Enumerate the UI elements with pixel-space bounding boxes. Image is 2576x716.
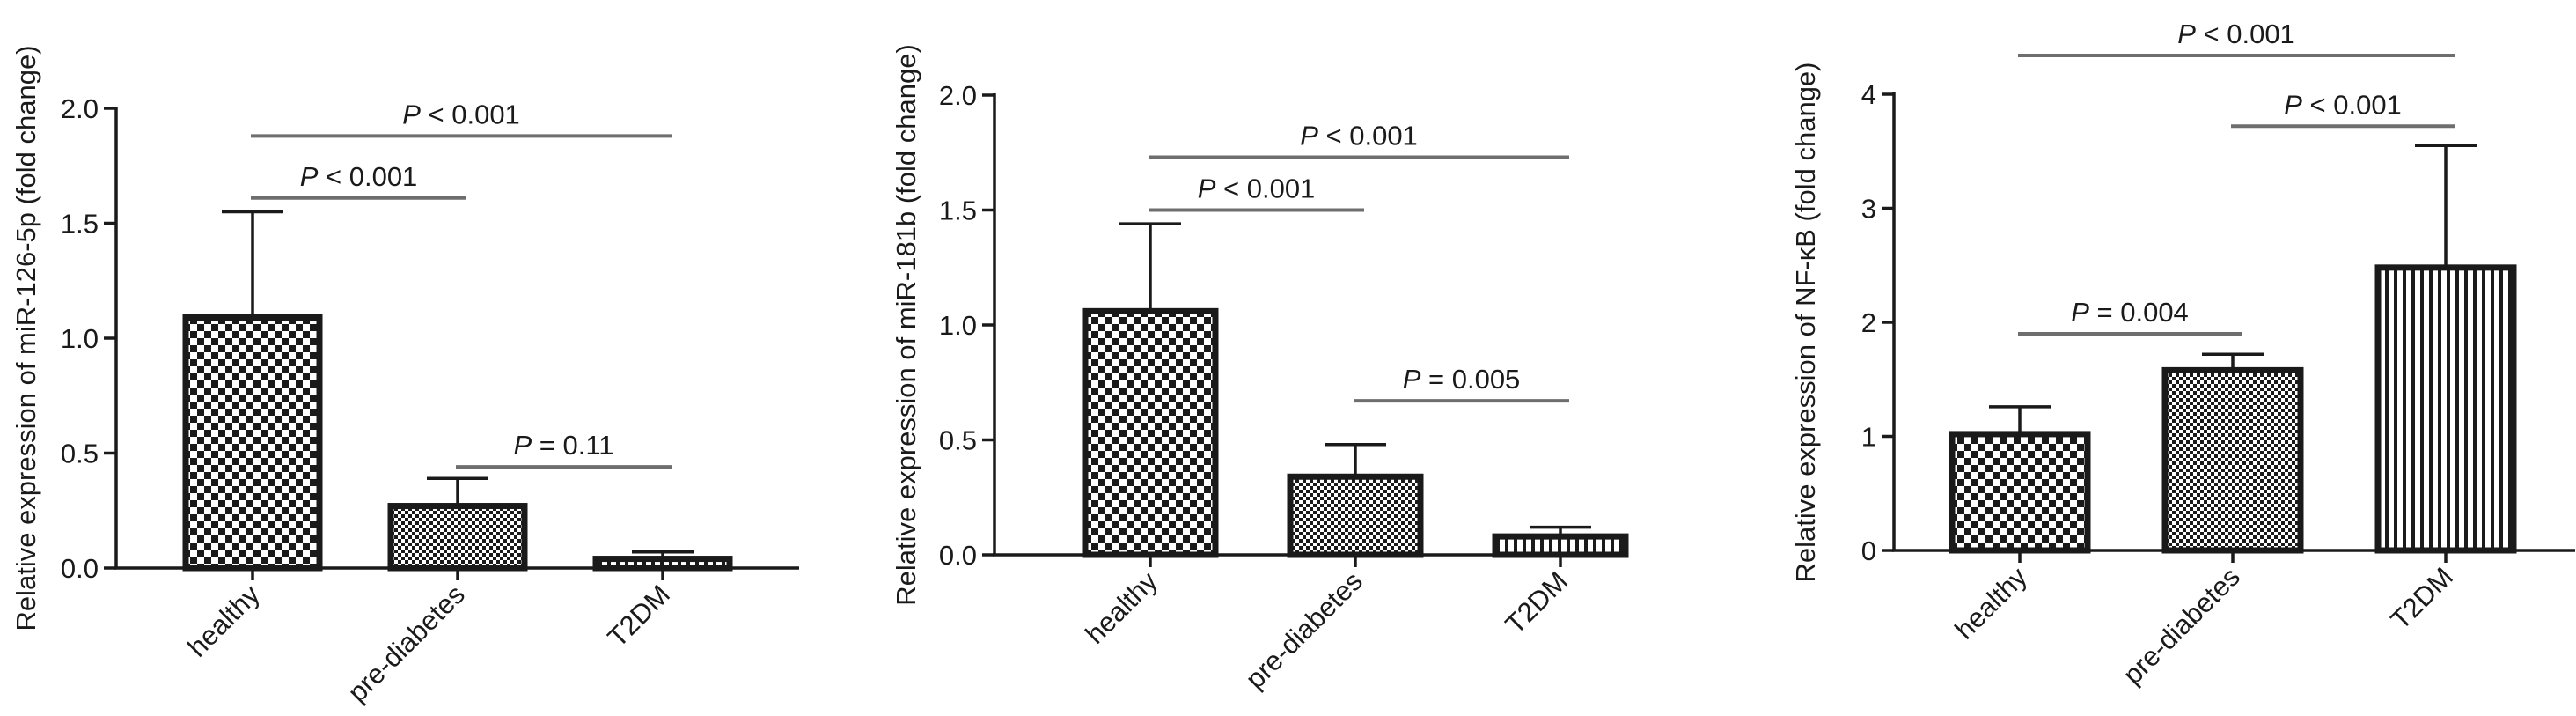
y-tick-label: 2.0: [61, 93, 99, 124]
bar-t2dm: [2374, 264, 2517, 554]
y-tick-label: 2.0: [939, 80, 977, 111]
y-tick-label: 0.0: [939, 540, 977, 571]
p-value-label: P = 0.005: [1403, 364, 1521, 395]
y-tick-label: 1.5: [939, 196, 977, 226]
p-value-text: = 0.11: [532, 430, 613, 461]
p-symbol: P: [513, 430, 532, 461]
y-tick-label: 2: [1861, 307, 1876, 338]
p-symbol: P: [300, 161, 319, 192]
p-value-text: < 0.001: [1215, 173, 1315, 204]
y-axis-label: Relative expression of miR-126-5p (fold …: [11, 45, 41, 631]
x-tick-label: pre-diabetes: [2117, 561, 2246, 690]
chart-panel-mir126: Relative expression of miR-126-5p (fold …: [11, 45, 799, 708]
bar-pre-diabetes: [1287, 473, 1424, 558]
y-tick-label: 1.5: [61, 209, 99, 240]
y-axis-label: Relative expression of miR-181b (fold ch…: [891, 44, 921, 606]
p-value-label: P < 0.001: [300, 161, 418, 192]
p-value-text: < 0.001: [1318, 120, 1418, 151]
p-value-text: = 0.004: [2089, 297, 2189, 328]
p-value-label: P < 0.001: [2284, 89, 2402, 120]
x-tick-label: T2DM: [602, 579, 676, 653]
p-value-label: P = 0.11: [513, 430, 613, 461]
bar-pre-diabetes: [2161, 366, 2304, 554]
p-value-label: P < 0.001: [2177, 18, 2295, 49]
bar-healthy: [1082, 307, 1219, 558]
bar-healthy: [182, 314, 323, 572]
p-symbol: P: [1403, 364, 1421, 395]
p-value-text: < 0.001: [2302, 89, 2402, 120]
p-value-text: < 0.001: [421, 99, 520, 129]
bar-t2dm: [1492, 533, 1629, 558]
y-tick-label: 0: [1861, 535, 1876, 566]
y-tick-label: 0.5: [939, 425, 977, 456]
p-value-label: P < 0.001: [1198, 173, 1316, 204]
bar-pre-diabetes: [387, 503, 528, 572]
x-tick-label: T2DM: [2385, 561, 2459, 635]
y-tick-label: 1.0: [61, 323, 99, 354]
y-tick-label: 3: [1861, 194, 1876, 225]
p-symbol: P: [402, 99, 421, 129]
p-value-label: P = 0.004: [2071, 297, 2189, 328]
x-tick-label: pre-diabetes: [341, 579, 471, 708]
p-symbol: P: [2284, 89, 2302, 120]
bar-healthy: [1949, 431, 2091, 554]
chart-panel-nfkb: Relative expression of NF-κB (fold chang…: [1790, 18, 2575, 690]
x-tick-label: healthy: [1949, 561, 2034, 646]
p-value-text: = 0.005: [1420, 364, 1520, 395]
x-tick-label: T2DM: [1500, 565, 1574, 639]
y-axis-label: Relative expression of NF-κB (fold chang…: [1790, 63, 1821, 583]
x-tick-label: healthy: [182, 579, 267, 663]
y-tick-label: 0.5: [61, 439, 99, 469]
p-value-label: P < 0.001: [402, 99, 520, 129]
chart-panel-mir181b: Relative expression of miR-181b (fold ch…: [891, 44, 1629, 695]
p-symbol: P: [2071, 297, 2089, 328]
x-tick-label: healthy: [1080, 565, 1164, 650]
p-value-label: P < 0.001: [1300, 120, 1418, 151]
y-tick-label: 0.0: [61, 553, 99, 584]
x-tick-label: pre-diabetes: [1239, 565, 1369, 695]
p-symbol: P: [1300, 120, 1318, 151]
y-tick-label: 1.0: [939, 310, 977, 341]
bar-t2dm: [592, 556, 733, 572]
p-symbol: P: [2177, 18, 2196, 49]
y-tick-label: 4: [1861, 79, 1876, 110]
p-symbol: P: [1198, 173, 1216, 204]
p-value-text: < 0.001: [318, 161, 417, 192]
p-value-text: < 0.001: [2196, 18, 2295, 49]
y-tick-label: 1: [1861, 422, 1876, 453]
